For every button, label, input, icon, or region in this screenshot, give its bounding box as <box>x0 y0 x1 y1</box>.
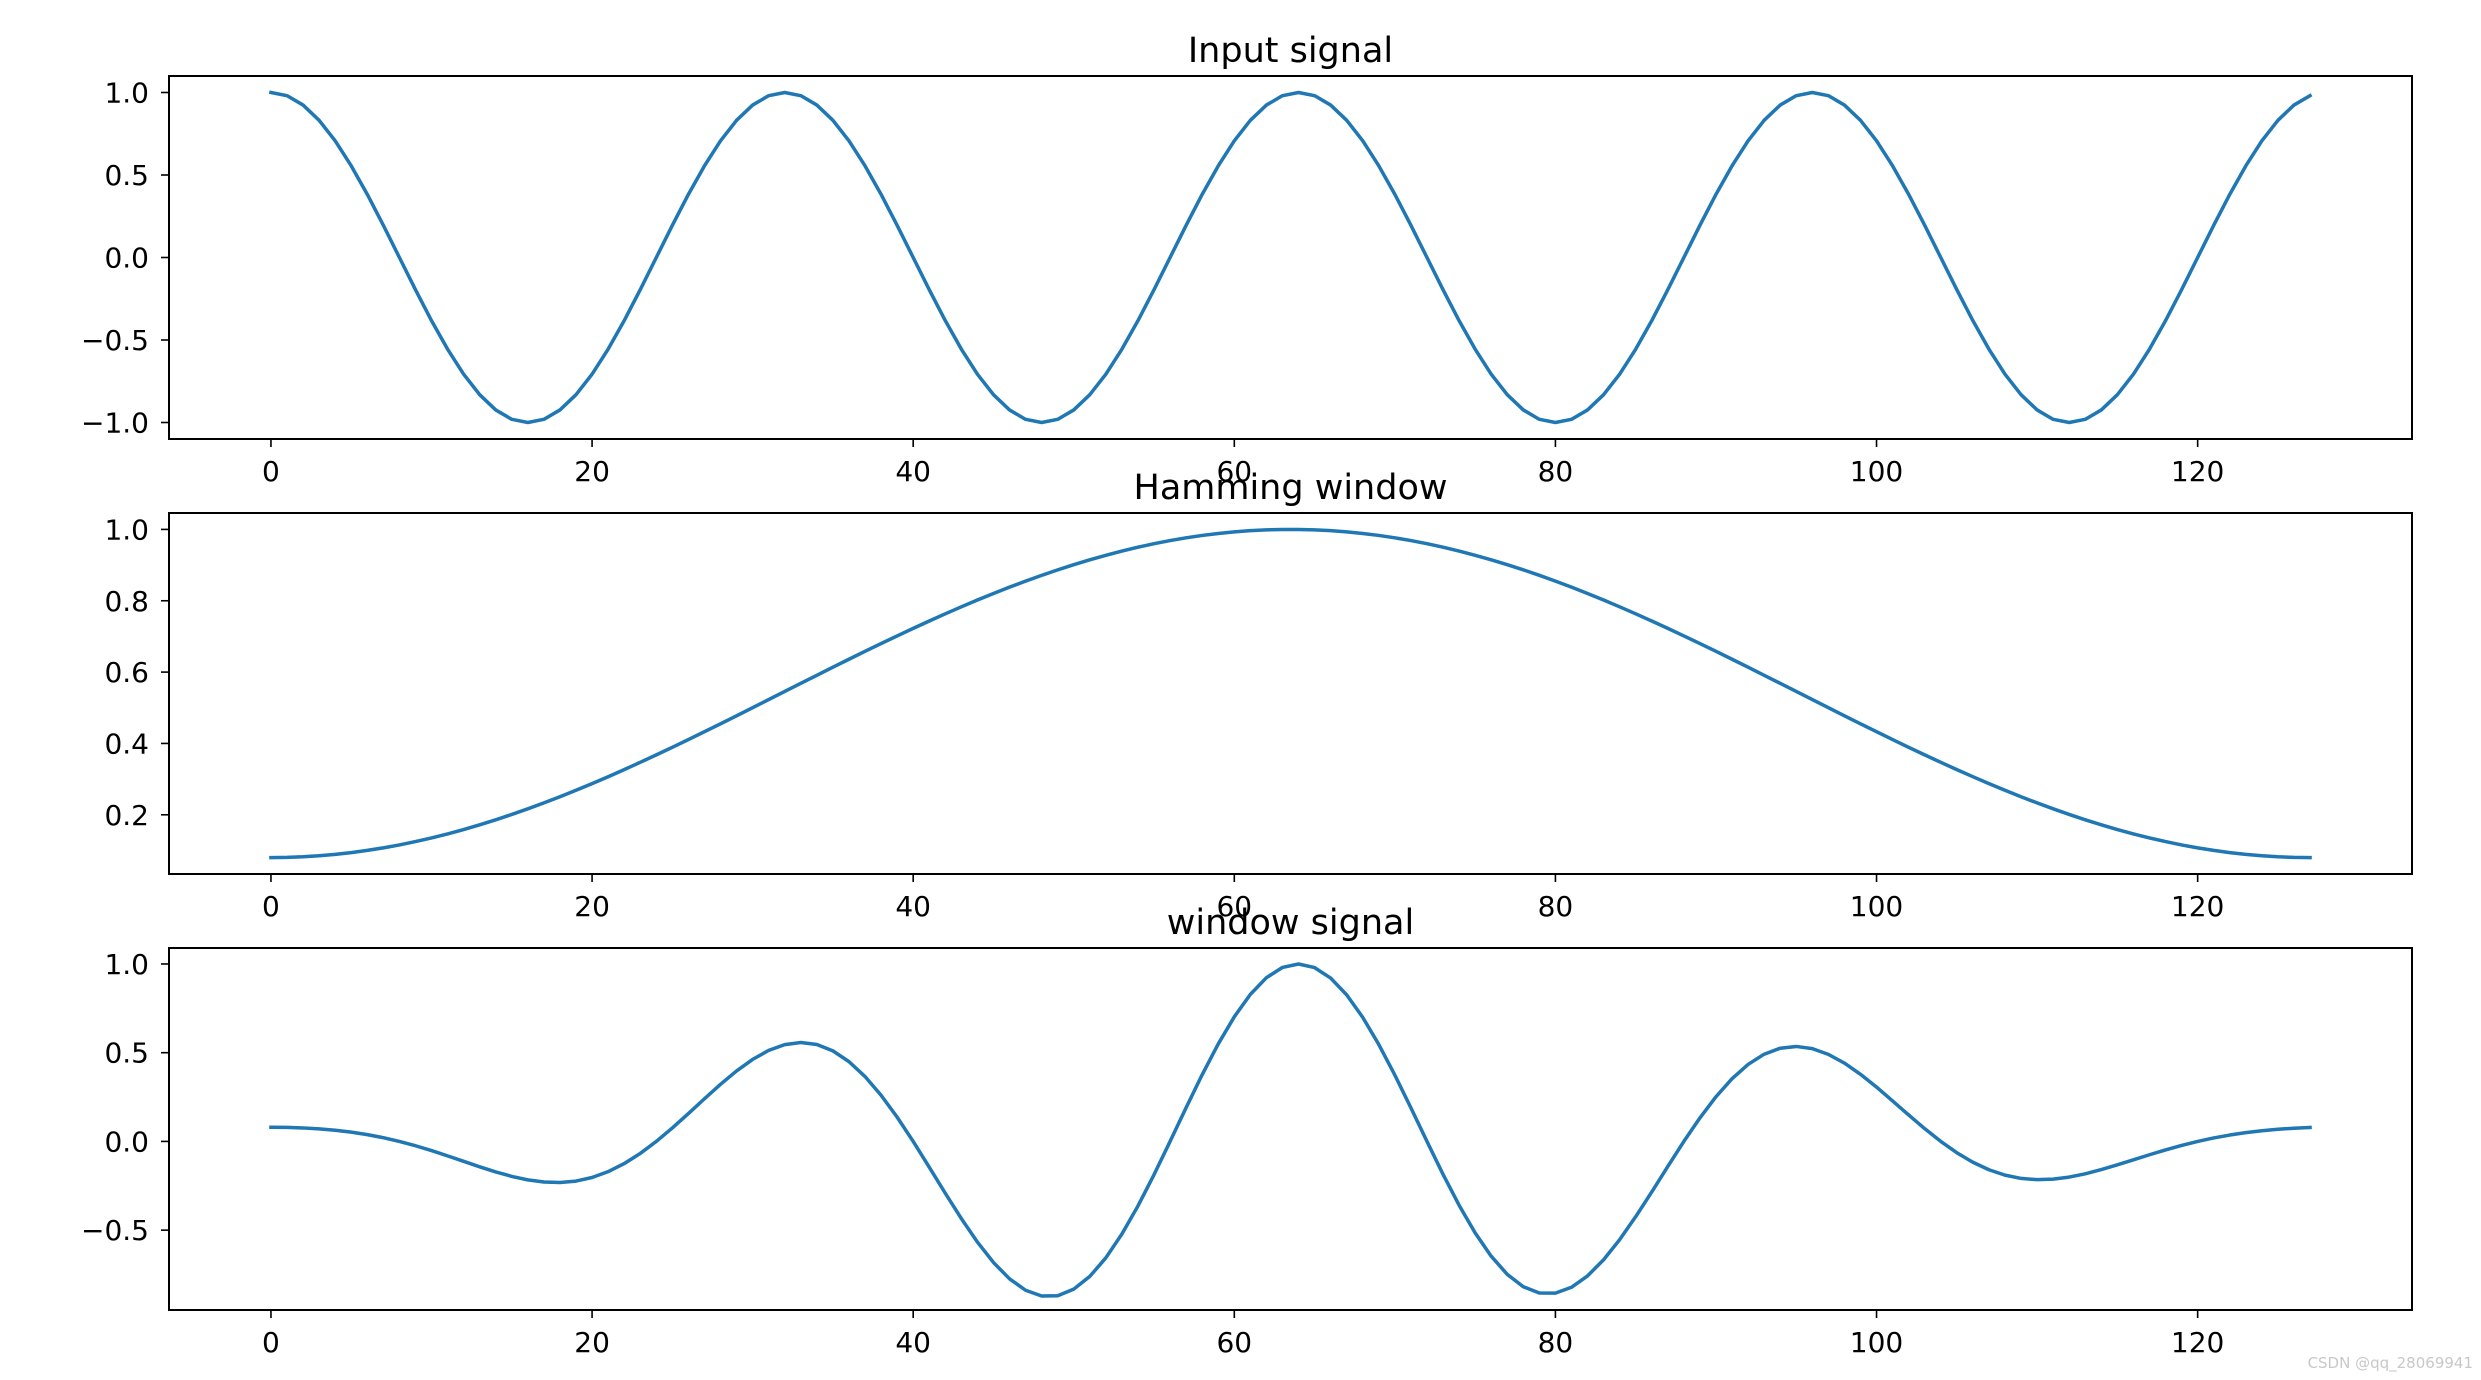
x-tick-label: 80 <box>1538 1326 1574 1359</box>
y-tick-label: 0.5 <box>104 159 149 192</box>
x-tick-label: 100 <box>1850 1326 1903 1359</box>
y-tick-label: 1.0 <box>104 948 149 981</box>
y-tick-label: 0.0 <box>104 1125 149 1158</box>
x-tick-label: 20 <box>574 455 610 488</box>
y-tick-label: −0.5 <box>81 1214 149 1247</box>
y-tick-label: 1.0 <box>104 77 149 110</box>
x-tick-label: 40 <box>895 890 931 923</box>
x-tick-label: 0 <box>262 890 280 923</box>
x-tick-label: 120 <box>2171 1326 2224 1359</box>
x-tick-label: 40 <box>895 455 931 488</box>
x-tick-label: 40 <box>895 1326 931 1359</box>
y-tick-label: 0.5 <box>104 1037 149 1070</box>
x-tick-label: 100 <box>1850 890 1903 923</box>
x-tick-label: 80 <box>1538 890 1574 923</box>
x-tick-label: 0 <box>262 455 280 488</box>
x-tick-label: 80 <box>1538 455 1574 488</box>
y-tick-label: −0.5 <box>81 324 149 357</box>
x-tick-label: 60 <box>1216 890 1252 923</box>
axes-frame <box>168 947 2413 1311</box>
x-tick-label: 60 <box>1216 455 1252 488</box>
subplot-2: 0 20 40 60 80 100 120 1.0 0.8 0.6 0.4 0.2 Hamming wi… <box>104 468 2413 923</box>
x-tick-label: 20 <box>574 1326 610 1359</box>
x-tick-label: 60 <box>1216 1326 1252 1359</box>
y-tick-label: 0.0 <box>104 242 149 275</box>
subplot-1: 0 20 40 60 80 100 120 1.0 0.5 0.0 −0.5 −1.0 Input si… <box>81 31 2413 488</box>
y-tick-label: −1.0 <box>81 407 149 440</box>
x-tick-label: 120 <box>2171 455 2224 488</box>
y-tick-label: 1.0 <box>104 513 149 546</box>
chart-title: window signal <box>1167 903 1414 943</box>
series-line <box>269 527 2312 860</box>
axes-frame <box>168 512 2413 875</box>
watermark-text: CSDN @qq_28069941 <box>2307 1354 2473 1372</box>
axes-frame <box>168 75 2413 440</box>
y-tick-label: 0.6 <box>104 656 149 689</box>
x-tick-label: 120 <box>2171 890 2224 923</box>
y-tick-label: 0.8 <box>104 585 149 618</box>
series-line <box>268 90 2313 425</box>
subplot-3: 0 20 40 60 80 100 120 1.0 0.5 0.0 −0.5 window signa… <box>81 903 2413 1359</box>
y-tick-label: 0.4 <box>104 727 149 760</box>
chart-title: Input signal <box>1188 31 1393 71</box>
series-line <box>269 962 2312 1298</box>
x-tick-label: 100 <box>1850 455 1903 488</box>
chart-title: Hamming window <box>1134 468 1448 508</box>
y-tick-label: 0.2 <box>104 799 149 832</box>
x-tick-label: 0 <box>262 1326 280 1359</box>
x-tick-label: 20 <box>574 890 610 923</box>
